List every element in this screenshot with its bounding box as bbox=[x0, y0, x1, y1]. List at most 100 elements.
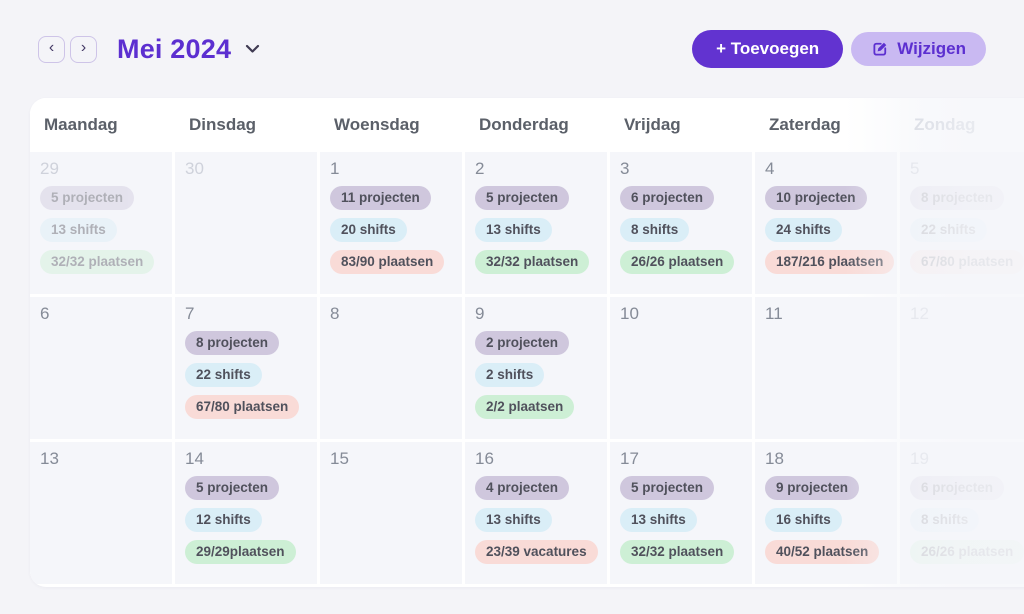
badge-full: 26/26 plaatsen bbox=[620, 250, 735, 274]
badge-projects: 5 projecten bbox=[185, 476, 280, 500]
day-cell-9[interactable]: 9 2 projecten 2 shifts 2/2 plaatsen bbox=[465, 297, 607, 439]
badge-open: 23/39 vacatures bbox=[475, 540, 598, 564]
badge-projects: 5 projecten bbox=[620, 476, 715, 500]
calendar-card: Maandag Dinsdag Woensdag Donderdag Vrijdag Za… bbox=[30, 98, 1024, 587]
badge-shifts: 13 shifts bbox=[475, 508, 552, 532]
day-number: 9 bbox=[475, 304, 485, 323]
badge-shifts: 22 shifts bbox=[185, 363, 262, 387]
badge-projects: 4 projecten bbox=[475, 476, 570, 500]
next-month-button[interactable]: › bbox=[70, 35, 97, 63]
badge-projects: 6 projecten bbox=[910, 476, 1005, 500]
day-number: 18 bbox=[765, 449, 784, 468]
day-number: 11 bbox=[765, 304, 783, 323]
day-number: 15 bbox=[330, 449, 349, 468]
badge-shifts: 2 shifts bbox=[475, 363, 545, 387]
weekday-zaterdag: Zaterdag bbox=[769, 115, 841, 134]
day-number: 13 bbox=[40, 449, 59, 468]
badge-projects: 6 projecten bbox=[620, 186, 715, 210]
badge-full: 2/2 plaatsen bbox=[475, 395, 575, 419]
day-number: 8 bbox=[330, 304, 340, 323]
day-number: 17 bbox=[620, 449, 639, 468]
badge-open: 67/80 plaatsen bbox=[185, 395, 300, 419]
badge-projects: 11 projecten bbox=[330, 186, 431, 210]
badge-shifts: 22 shifts bbox=[910, 218, 987, 242]
day-cell-3[interactable]: 3 6 projecten 8 shifts 26/26 plaatsen bbox=[610, 152, 752, 294]
weekday-dinsdag: Dinsdag bbox=[189, 115, 257, 134]
badge-shifts: 16 shifts bbox=[765, 508, 842, 532]
day-number: 3 bbox=[620, 159, 630, 178]
badge-projects: 8 projecten bbox=[185, 331, 280, 355]
day-number: 7 bbox=[185, 304, 195, 323]
day-cell-13[interactable]: 13 bbox=[30, 442, 172, 584]
badge-open: 67/80 plaatsen bbox=[910, 250, 1024, 274]
badge-shifts: 12 shifts bbox=[185, 508, 262, 532]
day-number: 12 bbox=[910, 304, 929, 323]
badge-projects: 5 projecten bbox=[40, 186, 135, 210]
badge-shifts: 24 shifts bbox=[765, 218, 842, 242]
day-cell-18[interactable]: 18 9 projecten 16 shifts 40/52 plaatsen bbox=[755, 442, 897, 584]
day-cell-5[interactable]: 5 8 projecten 22 shifts 67/80 plaatsen bbox=[900, 152, 1024, 294]
day-number: 6 bbox=[40, 304, 50, 323]
day-cell-29[interactable]: 29 5 projecten 13 shifts 32/32 plaatsen bbox=[30, 152, 172, 294]
month-selector[interactable]: Mei 2024 bbox=[117, 34, 260, 65]
chevron-down-icon bbox=[245, 44, 260, 54]
day-number: 14 bbox=[185, 449, 204, 468]
day-cell-6[interactable]: 6 bbox=[30, 297, 172, 439]
day-cell-7[interactable]: 7 8 projecten 22 shifts 67/80 plaatsen bbox=[175, 297, 317, 439]
badge-projects: 9 projecten bbox=[765, 476, 860, 500]
badge-shifts: 8 shifts bbox=[910, 508, 980, 532]
weekday-woensdag: Woensdag bbox=[334, 115, 420, 134]
day-cell-16[interactable]: 16 4 projecten 13 shifts 23/39 vacatures bbox=[465, 442, 607, 584]
calendar-grid: 29 5 projecten 13 shifts 32/32 plaatsen 30 1 1… bbox=[30, 152, 1024, 584]
prev-month-button[interactable]: ‹ bbox=[38, 35, 65, 63]
badge-shifts: 13 shifts bbox=[40, 218, 117, 242]
day-number: 29 bbox=[40, 159, 59, 178]
badge-open: 187/216 plaatsen bbox=[765, 250, 895, 274]
edit-pencil-icon bbox=[871, 40, 889, 58]
badge-full: 32/32 plaatsen bbox=[620, 540, 735, 564]
day-number: 30 bbox=[185, 159, 204, 178]
day-number: 2 bbox=[475, 159, 485, 178]
day-cell-10[interactable]: 10 bbox=[610, 297, 752, 439]
day-cell-4[interactable]: 4 10 projecten 24 shifts 187/216 plaatsen bbox=[755, 152, 897, 294]
day-number: 5 bbox=[910, 159, 920, 178]
weekday-header-row: Maandag Dinsdag Woensdag Donderdag Vrijdag Za… bbox=[30, 98, 1024, 152]
badge-projects: 8 projecten bbox=[910, 186, 1005, 210]
badge-full: 32/32 plaatsen bbox=[475, 250, 590, 274]
weekday-vrijdag: Vrijdag bbox=[624, 115, 681, 134]
day-cell-2[interactable]: 2 5 projecten 13 shifts 32/32 plaatsen bbox=[465, 152, 607, 294]
badge-projects: 2 projecten bbox=[475, 331, 570, 355]
day-cell-17[interactable]: 17 5 projecten 13 shifts 32/32 plaatsen bbox=[610, 442, 752, 584]
add-button[interactable]: + Toevoegen bbox=[692, 30, 844, 68]
day-cell-19[interactable]: 19 6 projecten 8 shifts 26/26 plaatsen bbox=[900, 442, 1024, 584]
month-title: Mei 2024 bbox=[117, 33, 232, 64]
edit-button[interactable]: Wijzigen bbox=[851, 32, 986, 66]
day-number: 1 bbox=[330, 159, 340, 178]
day-cell-8[interactable]: 8 bbox=[320, 297, 462, 439]
day-cell-14[interactable]: 14 5 projecten 12 shifts 29/29plaatsen bbox=[175, 442, 317, 584]
badge-projects: 5 projecten bbox=[475, 186, 570, 210]
day-cell-11[interactable]: 11 bbox=[755, 297, 897, 439]
badge-full: 26/26 plaatsen bbox=[910, 540, 1024, 564]
badge-shifts: 13 shifts bbox=[620, 508, 697, 532]
badge-full: 32/32 plaatsen bbox=[40, 250, 155, 274]
day-cell-1[interactable]: 1 11 projecten 20 shifts 83/90 plaatsen bbox=[320, 152, 462, 294]
day-number: 16 bbox=[475, 449, 494, 468]
badge-shifts: 20 shifts bbox=[330, 218, 407, 242]
day-number: 19 bbox=[910, 449, 929, 468]
day-number: 10 bbox=[620, 304, 639, 323]
badge-open: 83/90 plaatsen bbox=[330, 250, 445, 274]
edit-button-label: Wijzigen bbox=[897, 39, 966, 58]
weekday-maandag: Maandag bbox=[44, 115, 118, 134]
badge-open: 40/52 plaatsen bbox=[765, 540, 880, 564]
day-cell-15[interactable]: 15 bbox=[320, 442, 462, 584]
day-number: 4 bbox=[765, 159, 775, 178]
badge-shifts: 8 shifts bbox=[620, 218, 690, 242]
day-cell-12[interactable]: 12 bbox=[900, 297, 1024, 439]
badge-shifts: 13 shifts bbox=[475, 218, 552, 242]
badge-projects: 10 projecten bbox=[765, 186, 867, 210]
day-cell-30[interactable]: 30 bbox=[175, 152, 317, 294]
badge-full: 29/29plaatsen bbox=[185, 540, 296, 564]
weekday-zondag: Zondag bbox=[914, 115, 976, 134]
topbar: ‹ › Mei 2024 + Toevoegen Wijzigen bbox=[38, 28, 986, 70]
